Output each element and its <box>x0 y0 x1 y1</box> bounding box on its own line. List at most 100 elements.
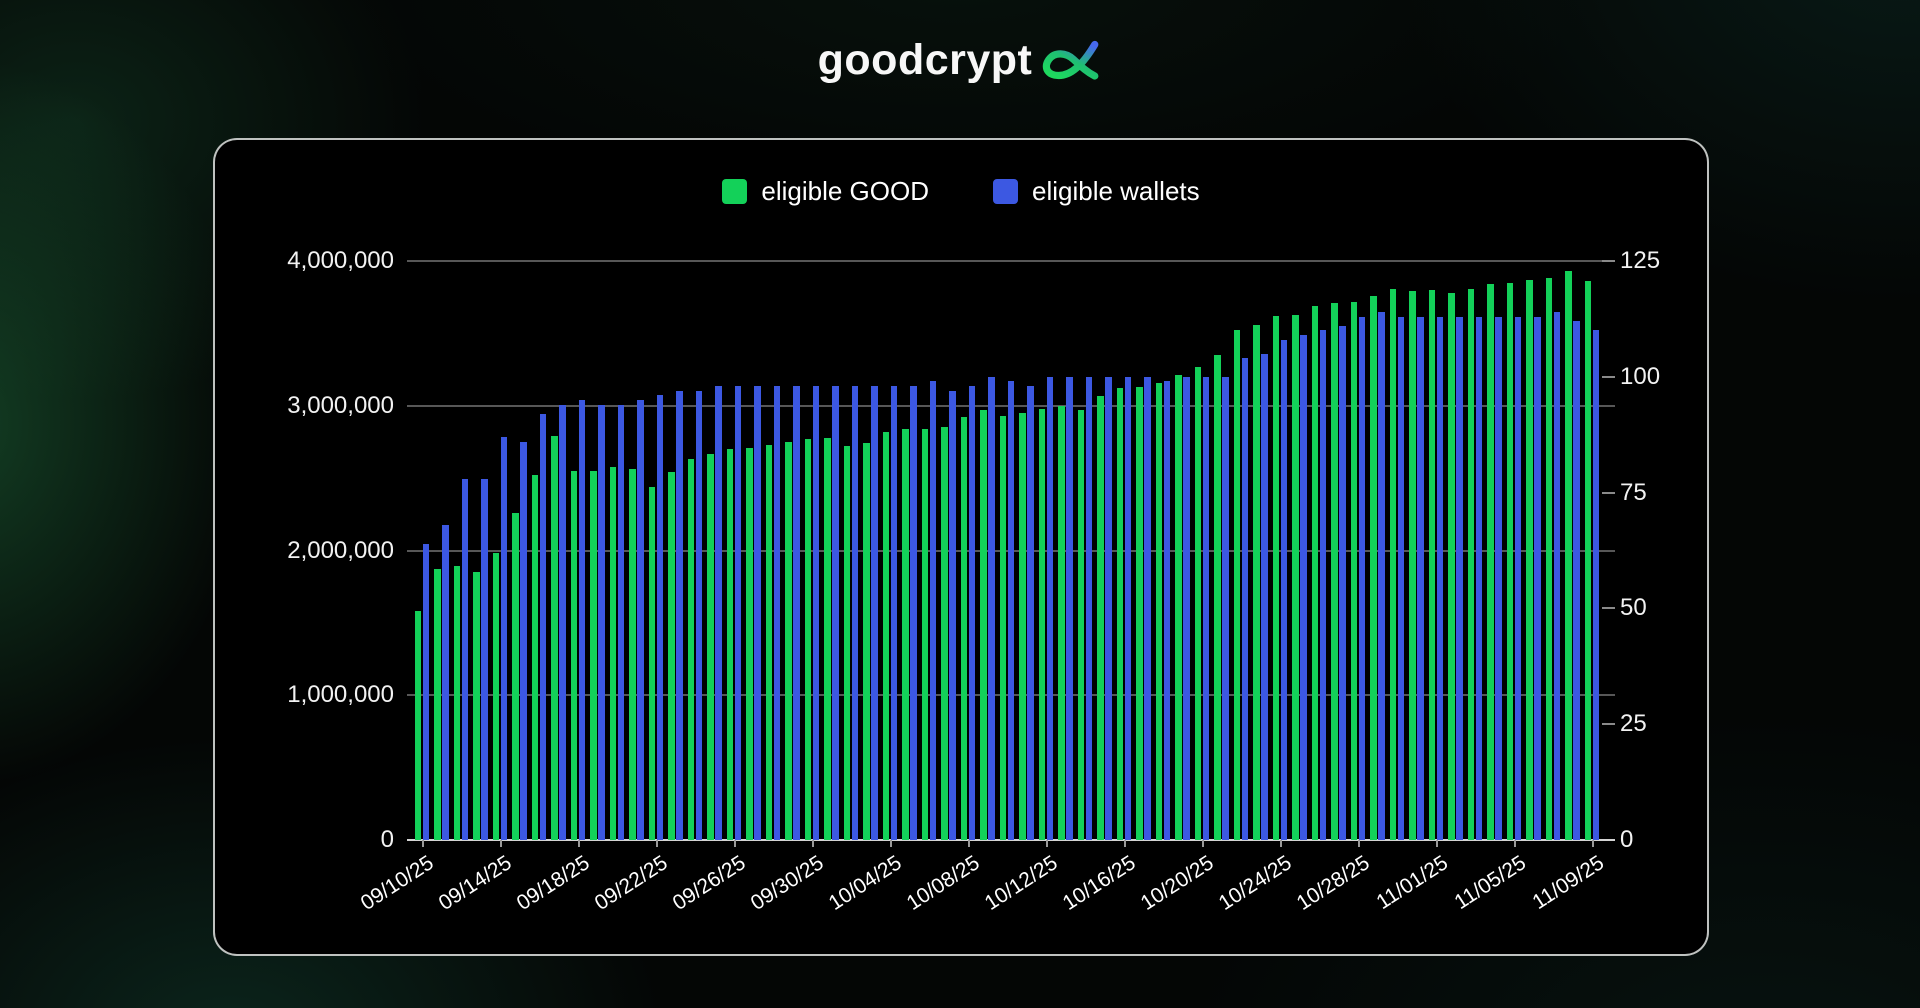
bar-eligible-good[interactable] <box>1136 386 1143 840</box>
bar-eligible-wallets[interactable] <box>1339 325 1346 840</box>
bar-eligible-wallets[interactable] <box>520 441 527 840</box>
bar-eligible-wallets[interactable] <box>773 386 781 840</box>
bar-eligible-wallets[interactable] <box>1495 316 1502 840</box>
bar-eligible-good[interactable] <box>1506 282 1514 840</box>
bar-eligible-good[interactable] <box>863 443 870 840</box>
bar-eligible-good[interactable] <box>551 436 558 840</box>
bar-eligible-good[interactable] <box>746 447 753 840</box>
bar-eligible-good[interactable] <box>980 410 987 840</box>
bar-eligible-wallets[interactable] <box>1397 316 1405 840</box>
bar-eligible-good[interactable] <box>1545 278 1553 840</box>
bar-eligible-good[interactable] <box>804 439 812 840</box>
bar-eligible-good[interactable] <box>668 472 675 840</box>
bar-eligible-good[interactable] <box>921 428 929 840</box>
bar-eligible-good[interactable] <box>492 553 500 840</box>
bar-eligible-wallets[interactable] <box>1124 376 1132 840</box>
bar-eligible-good[interactable] <box>687 459 695 840</box>
bar-eligible-good[interactable] <box>1584 281 1592 840</box>
bar-eligible-good[interactable] <box>1331 302 1338 840</box>
bar-eligible-wallets[interactable] <box>851 386 859 840</box>
bar-eligible-good[interactable] <box>1311 305 1319 840</box>
bar-eligible-good[interactable] <box>1526 279 1533 840</box>
bar-eligible-wallets[interactable] <box>695 390 703 840</box>
bar-eligible-good[interactable] <box>570 470 578 840</box>
bar-eligible-good[interactable] <box>1214 355 1221 840</box>
bar-eligible-wallets[interactable] <box>656 395 664 840</box>
bar-eligible-wallets[interactable] <box>715 386 722 840</box>
bar-eligible-good[interactable] <box>1389 288 1397 840</box>
bar-eligible-wallets[interactable] <box>1475 316 1483 840</box>
bar-eligible-wallets[interactable] <box>481 478 488 840</box>
bar-eligible-good[interactable] <box>590 470 597 840</box>
bar-eligible-wallets[interactable] <box>1241 358 1249 840</box>
bar-eligible-wallets[interactable] <box>1319 330 1327 840</box>
bar-eligible-good[interactable] <box>1292 314 1299 840</box>
bar-eligible-good[interactable] <box>1155 382 1163 840</box>
legend-item-eligible-wallets[interactable]: eligible wallets <box>992 176 1200 207</box>
bar-eligible-wallets[interactable] <box>637 399 644 840</box>
bar-eligible-good[interactable] <box>1487 284 1494 840</box>
bar-eligible-wallets[interactable] <box>500 437 508 840</box>
bar-eligible-good[interactable] <box>960 417 968 840</box>
bar-eligible-wallets[interactable] <box>1027 386 1034 840</box>
bar-eligible-good[interactable] <box>843 446 851 840</box>
bar-eligible-wallets[interactable] <box>890 386 898 840</box>
bar-eligible-wallets[interactable] <box>1417 316 1424 840</box>
bar-eligible-good[interactable] <box>902 428 909 840</box>
bar-eligible-good[interactable] <box>434 569 441 840</box>
bar-eligible-good[interactable] <box>414 611 421 840</box>
bar-eligible-good[interactable] <box>1116 388 1124 840</box>
bar-eligible-good[interactable] <box>609 466 617 840</box>
bar-eligible-good[interactable] <box>882 431 890 840</box>
bar-eligible-good[interactable] <box>824 437 831 840</box>
bar-eligible-good[interactable] <box>1409 291 1416 840</box>
bar-eligible-wallets[interactable] <box>1085 376 1093 840</box>
bar-eligible-good[interactable] <box>1467 288 1475 840</box>
bar-eligible-good[interactable] <box>1428 289 1436 840</box>
bar-eligible-good[interactable] <box>1448 292 1455 840</box>
bar-eligible-wallets[interactable] <box>422 543 429 840</box>
bar-eligible-good[interactable] <box>1097 395 1104 840</box>
bar-eligible-good[interactable] <box>629 469 636 840</box>
bar-eligible-good[interactable] <box>512 512 519 840</box>
bar-eligible-wallets[interactable] <box>559 404 566 840</box>
bar-eligible-good[interactable] <box>726 449 734 840</box>
bar-eligible-wallets[interactable] <box>1046 376 1054 840</box>
bar-eligible-wallets[interactable] <box>676 390 683 840</box>
bar-eligible-wallets[interactable] <box>793 386 800 840</box>
bar-eligible-wallets[interactable] <box>832 386 839 840</box>
bar-eligible-good[interactable] <box>1350 301 1358 840</box>
legend-item-eligible-good[interactable]: eligible GOOD <box>722 176 929 207</box>
bar-eligible-good[interactable] <box>1077 410 1085 840</box>
bar-eligible-good[interactable] <box>1058 405 1065 840</box>
bar-eligible-wallets[interactable] <box>1202 376 1210 840</box>
bar-eligible-wallets[interactable] <box>1456 316 1463 840</box>
bar-eligible-good[interactable] <box>648 486 656 840</box>
bar-eligible-good[interactable] <box>1233 330 1241 840</box>
bar-eligible-wallets[interactable] <box>871 386 878 840</box>
bar-eligible-wallets[interactable] <box>539 413 547 840</box>
bar-eligible-wallets[interactable] <box>1514 316 1522 840</box>
bar-eligible-good[interactable] <box>1175 375 1182 840</box>
bar-eligible-good[interactable] <box>531 475 539 840</box>
bar-eligible-wallets[interactable] <box>1066 376 1073 840</box>
bar-eligible-wallets[interactable] <box>1436 316 1444 840</box>
bar-eligible-good[interactable] <box>1038 408 1046 840</box>
bar-eligible-wallets[interactable] <box>1300 335 1307 840</box>
bar-eligible-wallets[interactable] <box>617 404 625 840</box>
bar-eligible-good[interactable] <box>1565 271 1572 840</box>
bar-eligible-wallets[interactable] <box>988 376 995 840</box>
bar-eligible-good[interactable] <box>473 572 480 840</box>
bar-eligible-wallets[interactable] <box>1553 311 1561 840</box>
bar-eligible-wallets[interactable] <box>929 381 937 840</box>
bar-eligible-wallets[interactable] <box>1007 381 1015 840</box>
bar-eligible-wallets[interactable] <box>949 390 956 840</box>
bar-eligible-wallets[interactable] <box>1105 376 1112 840</box>
bar-eligible-good[interactable] <box>1253 324 1260 840</box>
bar-eligible-wallets[interactable] <box>1378 311 1385 840</box>
bar-eligible-good[interactable] <box>785 441 792 840</box>
bar-eligible-wallets[interactable] <box>1280 339 1288 840</box>
bar-eligible-good[interactable] <box>707 453 714 840</box>
bar-eligible-wallets[interactable] <box>1163 381 1171 840</box>
bar-eligible-good[interactable] <box>453 566 461 840</box>
